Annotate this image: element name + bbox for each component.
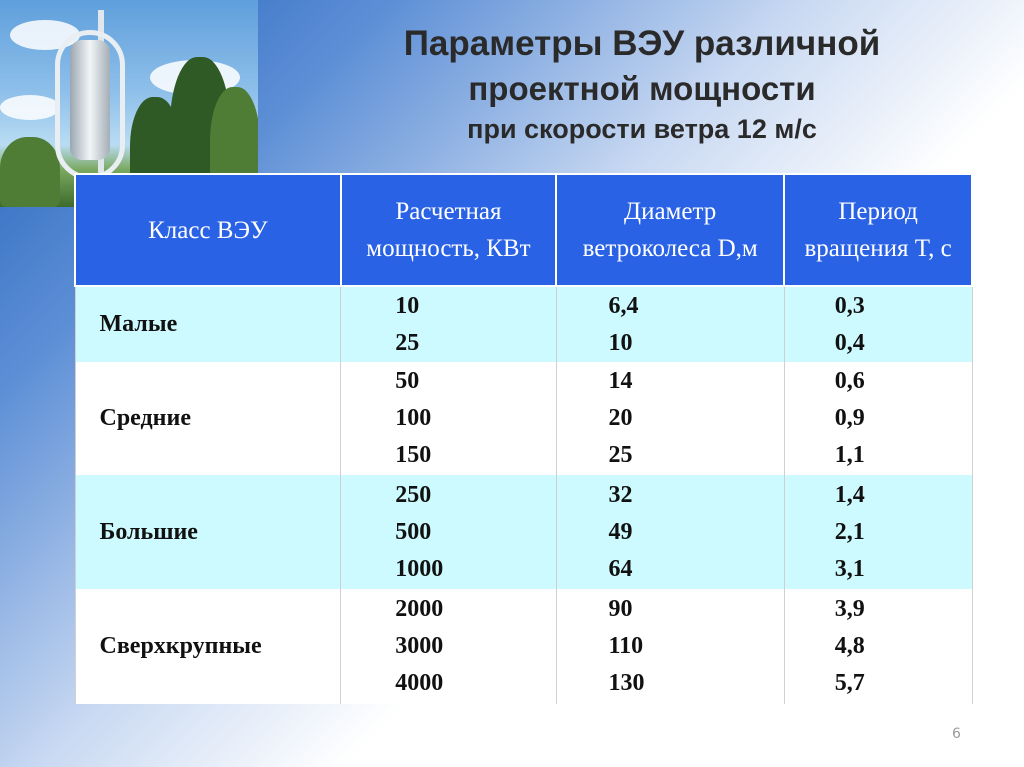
page-number: 6 [952, 726, 961, 742]
table-row: Сверхкрупные 2000 3000 4000 90 110 130 3… [74, 589, 973, 704]
header-class: Класс ВЭУ [74, 173, 342, 287]
row-power: 50 100 150 [340, 362, 557, 475]
row-period: 0,3 0,4 [783, 286, 973, 362]
table-row: Большие 250 500 1000 32 49 64 1,4 2,1 3,… [74, 475, 973, 589]
row-diameter: 6,4 10 [555, 286, 785, 362]
row-power: 250 500 1000 [340, 475, 557, 589]
row-diameter: 90 110 130 [555, 589, 785, 704]
row-power: 2000 3000 4000 [340, 589, 557, 704]
row-power: 10 25 [340, 286, 557, 362]
table-header-row: Класс ВЭУ Расчетная мощность, КВт Диамет… [74, 173, 973, 287]
table-row: Малые 10 25 6,4 10 0,3 0,4 [74, 286, 973, 362]
page-subtitle: при скорости ветра 12 м/с [467, 114, 817, 144]
row-class-label: Сверхкрупные [74, 589, 342, 704]
row-diameter: 32 49 64 [555, 475, 785, 589]
row-period: 1,4 2,1 3,1 [783, 475, 973, 589]
row-period: 0,6 0,9 1,1 [783, 362, 973, 475]
row-diameter: 14 20 25 [555, 362, 785, 475]
table-row: Средние 50 100 150 14 20 25 0,6 0,9 1,1 [74, 362, 973, 475]
row-period: 3,9 4,8 5,7 [783, 589, 973, 704]
turbine-parameters-table: Класс ВЭУ Расчетная мощность, КВт Диамет… [74, 173, 973, 704]
header-period: Период вращения T, с [783, 173, 973, 287]
page-title: Параметры ВЭУ различной [403, 24, 881, 63]
header-power: Расчетная мощность, КВт [339, 173, 558, 287]
row-class-label: Малые [74, 286, 342, 362]
header-diameter: Диаметр ветроколеса D,м [554, 173, 786, 287]
row-class-label: Средние [74, 362, 342, 475]
page-title-line2: проектной мощности [468, 70, 816, 107]
row-class-label: Большие [74, 475, 342, 589]
